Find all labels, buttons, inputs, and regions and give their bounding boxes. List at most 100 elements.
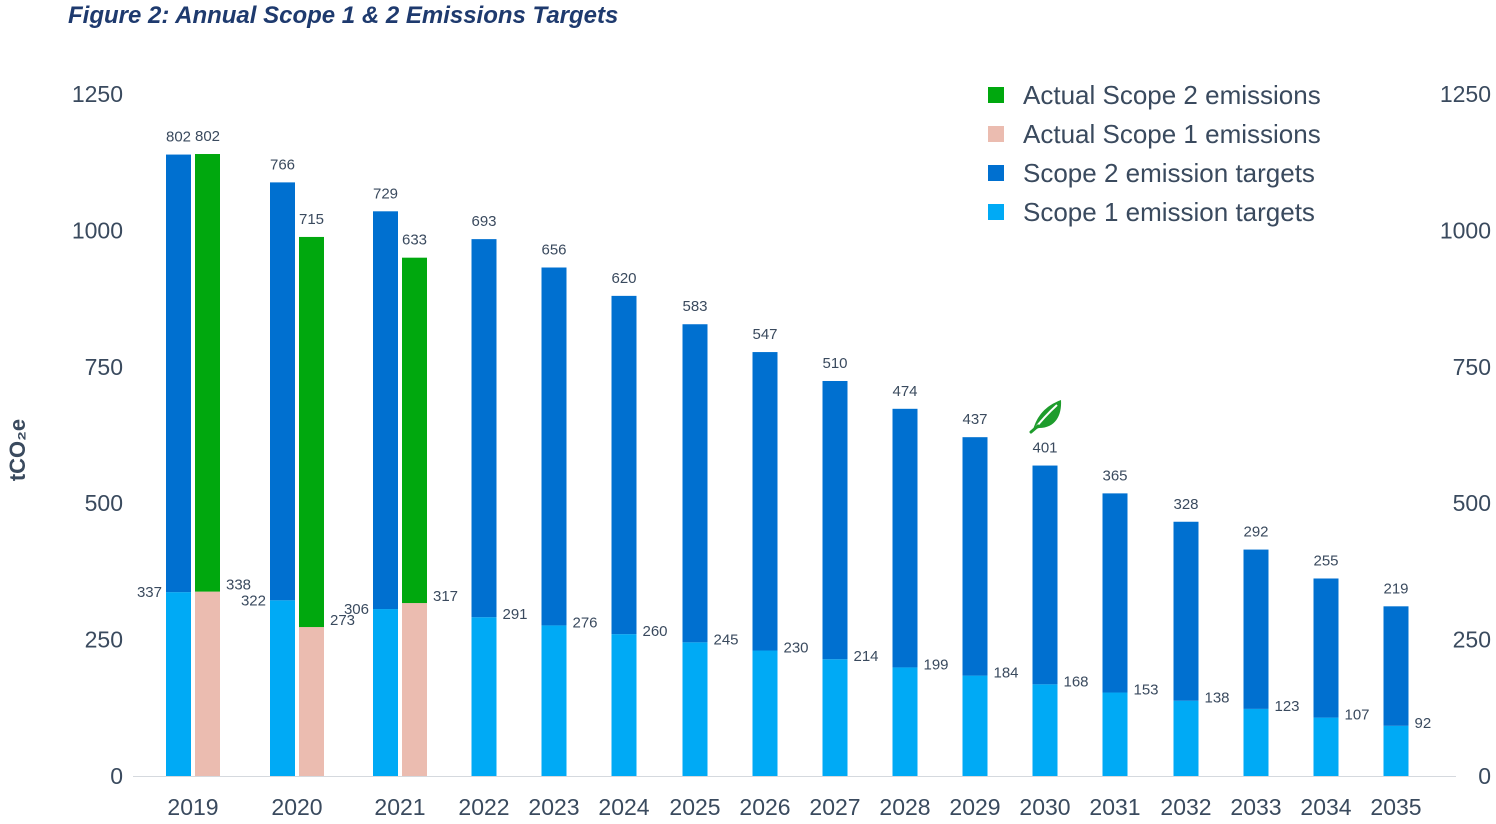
bar-scope1-target-2020 [270,600,295,776]
x-tick-2020: 2020 [271,794,322,820]
label-actual-scope2-2020: 715 [299,211,324,228]
bars-layer [166,154,1409,776]
label-scope1-target-2031: 153 [1134,682,1159,699]
label-scope2-target-2027: 510 [822,355,847,372]
bar-scope2-target-2034 [1313,578,1339,718]
bar-scope2-target-2027 [822,380,848,660]
label-scope1-target-2029: 184 [994,665,1019,682]
leaf-icon [1029,400,1062,434]
bar-scope2-target-2024 [611,295,637,635]
x-tick-2030: 2030 [1019,794,1070,820]
bar-scope2-target-2019 [166,154,191,593]
label-scope2-target-2030: 401 [1032,440,1057,457]
label-scope2-target-2021: 729 [373,185,398,202]
bar-scope2-target-2032 [1173,521,1199,701]
bar-scope2-target-2028 [892,408,918,668]
legend-label-scope-1-emission-targets: Scope 1 emission targets [1023,197,1315,227]
label-scope2-target-2028: 474 [892,383,917,400]
label-scope2-target-2035: 219 [1383,580,1408,597]
bar-scope2-target-2029 [962,437,988,676]
y-tick-right: 750 [1453,354,1491,380]
bar-scope1-target-2027 [822,659,848,776]
label-scope1-target-2019: 337 [137,584,162,601]
bar-actual-scope1-2019 [195,591,220,776]
bar-scope1-target-2022 [471,617,497,776]
x-tick-2028: 2028 [879,794,930,820]
legend-label-scope-2-emission-targets: Scope 2 emission targets [1023,158,1315,188]
chart-title: Figure 2: Annual Scope 1 & 2 Emissions T… [68,2,619,29]
y-tick-right: 1250 [1440,81,1491,107]
label-scope1-target-2034: 107 [1345,707,1370,724]
bar-actual-scope2-2021 [402,257,427,604]
bar-actual-scope1-2021 [402,603,427,776]
bar-scope2-target-2030 [1032,465,1058,685]
x-tick-2034: 2034 [1300,794,1351,820]
label-scope1-target-2028: 199 [924,656,949,673]
bar-scope2-target-2025 [682,324,708,643]
bar-scope2-target-2020 [270,182,295,601]
bar-scope1-target-2034 [1313,717,1339,776]
bar-scope1-target-2019 [166,592,191,776]
label-scope1-target-2023: 276 [573,614,598,631]
label-scope2-target-2026: 547 [752,326,777,343]
legend-swatch-scope-1-emission-targets [988,204,1004,220]
x-tick-2021: 2021 [374,794,425,820]
bar-scope1-target-2024 [611,634,637,776]
bar-scope1-target-2028 [892,667,918,776]
bar-scope2-target-2021 [373,211,398,610]
y-axis-title: tCO₂e [5,419,30,481]
label-actual-scope1-2020: 273 [330,612,355,629]
x-tick-2029: 2029 [949,794,1000,820]
x-tick-2032: 2032 [1160,794,1211,820]
label-scope1-target-2026: 230 [784,640,809,657]
bar-scope1-target-2035 [1383,725,1409,776]
bar-scope2-target-2035 [1383,606,1409,726]
bar-scope1-target-2021 [373,609,398,776]
x-tick-2035: 2035 [1370,794,1421,820]
bar-actual-scope2-2019 [195,154,220,592]
legend-swatch-scope-2-emission-targets [988,165,1004,181]
x-tick-2027: 2027 [809,794,860,820]
x-tick-2019: 2019 [167,794,218,820]
x-tick-2024: 2024 [598,794,649,820]
label-scope1-target-2035: 92 [1415,715,1432,732]
label-scope1-target-2025: 245 [714,631,739,648]
y-tick-left: 1000 [72,217,123,243]
label-scope2-target-2022: 693 [471,213,496,230]
label-scope2-target-2023: 656 [541,242,566,259]
bar-scope1-target-2026 [752,650,778,776]
label-scope2-target-2034: 255 [1313,552,1338,569]
bar-scope1-target-2032 [1173,700,1199,776]
x-tick-2033: 2033 [1230,794,1281,820]
bar-actual-scope1-2020 [299,627,324,776]
x-tick-2025: 2025 [669,794,720,820]
legend-label-actual-scope-2-emissions: Actual Scope 2 emissions [1023,80,1321,110]
y-tick-left: 750 [85,354,123,380]
x-tick-2031: 2031 [1089,794,1140,820]
legend-label-actual-scope-1-emissions: Actual Scope 1 emissions [1023,119,1321,149]
label-scope1-target-2024: 260 [643,623,668,640]
bar-scope1-target-2025 [682,642,708,776]
x-tick-2026: 2026 [739,794,790,820]
label-scope1-target-2021: 306 [344,601,369,618]
label-scope2-target-2033: 292 [1243,524,1268,541]
y-tick-left: 250 [85,627,123,653]
label-scope1-target-2032: 138 [1205,690,1230,707]
label-scope1-target-2033: 123 [1275,698,1300,715]
label-actual-scope1-2019: 338 [226,577,251,594]
bar-scope1-target-2033 [1243,708,1269,776]
y-tick-right: 1000 [1440,217,1491,243]
y-tick-right: 0 [1478,763,1491,789]
y-tick-right: 500 [1453,490,1491,516]
label-scope2-target-2019: 802 [166,129,191,146]
y-tick-left: 0 [110,763,123,789]
label-actual-scope2-2019: 802 [195,128,220,145]
y-tick-right: 250 [1453,627,1491,653]
label-scope2-target-2025: 583 [682,298,707,315]
legend-swatch-actual-scope-1-emissions [988,126,1004,142]
bar-scope2-target-2022 [471,239,497,618]
y-tick-left: 500 [85,490,123,516]
label-scope1-target-2022: 291 [503,606,528,623]
x-tick-2022: 2022 [458,794,509,820]
